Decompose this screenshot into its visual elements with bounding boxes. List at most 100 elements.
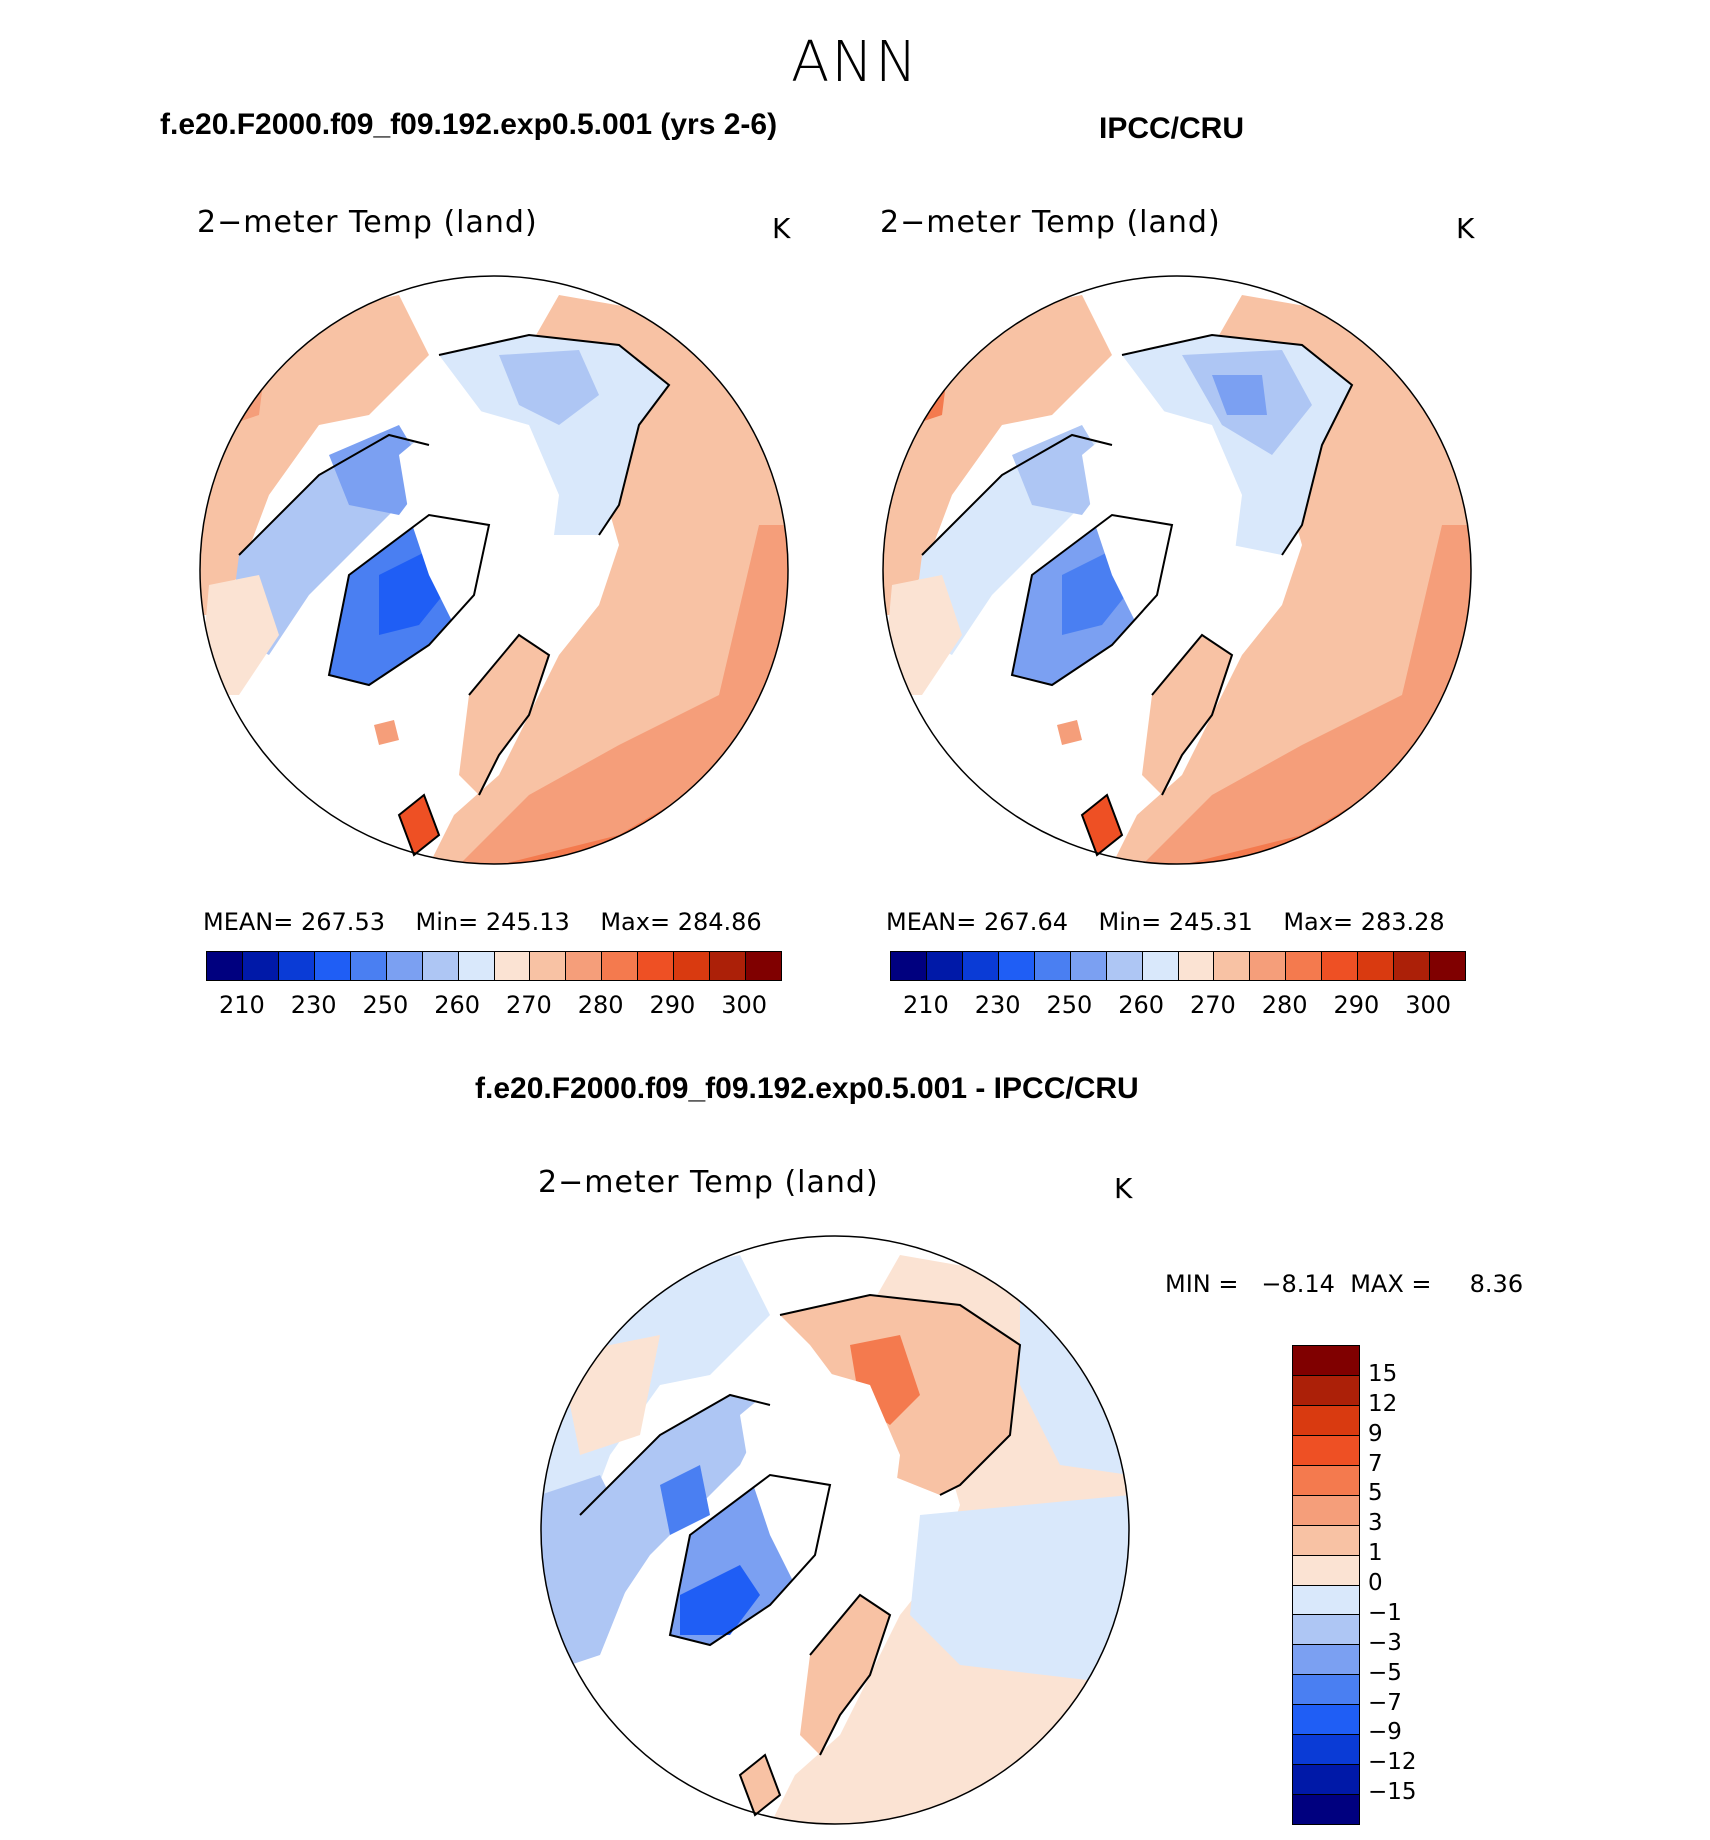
- figure-title: ANN: [790, 30, 920, 95]
- colorbar-swatch: [565, 952, 602, 980]
- colorbar-tick-label: 280: [577, 991, 624, 1019]
- colorbar-tick-label: −5: [1368, 1659, 1402, 1686]
- panel-3-units: K: [1114, 1172, 1133, 1205]
- colorbar-tick-label: 260: [1118, 991, 1165, 1019]
- panel-2-stats: MEAN= 267.64 Min= 245.31 Max= 283.28: [886, 908, 1445, 936]
- colorbar-swatch: [1293, 1644, 1359, 1675]
- colorbar-swatch: [745, 952, 781, 980]
- colorbar-swatch: [925, 952, 962, 980]
- colorbar-tick-label: −15: [1368, 1779, 1417, 1806]
- colorbar-swatch: [1177, 952, 1214, 980]
- panel-1-variable: 2−meter Temp (land): [197, 205, 538, 240]
- colorbar-swatch: [1293, 1434, 1359, 1465]
- colorbar-tick-label: −12: [1368, 1749, 1417, 1776]
- panel-2-colorbar-ticks: 210 230 250 260 270 280 290 300: [890, 991, 1464, 1021]
- panel-2-title: IPCC/CRU: [1099, 112, 1245, 145]
- colorbar-swatch: [709, 952, 746, 980]
- colorbar-swatch: [313, 952, 350, 980]
- colorbar-swatch: [961, 952, 998, 980]
- colorbar-swatch: [601, 952, 638, 980]
- panel-2-colorbar: [890, 951, 1466, 981]
- panel-1-colorbar: [206, 951, 782, 981]
- panel-1-stats: MEAN= 267.53 Min= 245.13 Max= 284.86: [203, 908, 762, 936]
- colorbar-swatch: [529, 952, 566, 980]
- colorbar-tick-label: −9: [1368, 1719, 1402, 1746]
- colorbar-tick-label: 5: [1368, 1480, 1383, 1507]
- colorbar-swatch: [637, 952, 674, 980]
- colorbar-swatch: [207, 952, 242, 980]
- panel-2-variable: 2−meter Temp (land): [880, 205, 1221, 240]
- panel-2-polar-map: [882, 275, 1472, 865]
- colorbar-tick-label: 210: [218, 991, 265, 1019]
- colorbar-swatch: [1293, 1346, 1359, 1375]
- colorbar-swatch: [891, 952, 926, 980]
- colorbar-tick-label: 15: [1368, 1360, 1398, 1387]
- colorbar-swatch: [1293, 1464, 1359, 1495]
- colorbar-swatch: [1293, 1404, 1359, 1435]
- colorbar-swatch: [1249, 952, 1286, 980]
- colorbar-tick-label: 12: [1368, 1390, 1398, 1417]
- colorbar-swatch: [1429, 952, 1465, 980]
- colorbar-swatch: [1321, 952, 1358, 980]
- colorbar-swatch: [673, 952, 710, 980]
- colorbar-swatch: [493, 952, 530, 980]
- colorbar-tick-label: 290: [1333, 991, 1380, 1019]
- colorbar-tick-label: 250: [362, 991, 409, 1019]
- colorbar-tick-label: 300: [721, 991, 768, 1019]
- colorbar-swatch: [1293, 1614, 1359, 1645]
- panel-3-colorbar-ticks: 15 12 9 7 5 3 1 0 −1 −3 −5 −7 −9 −12 −15: [1368, 1345, 1448, 1823]
- colorbar-tick-label: 290: [649, 991, 696, 1019]
- colorbar-tick-label: 9: [1368, 1420, 1383, 1447]
- panel-1-colorbar-ticks: 210 230 250 260 270 280 290 300: [206, 991, 780, 1021]
- colorbar-swatch: [1293, 1584, 1359, 1615]
- colorbar-swatch: [241, 952, 278, 980]
- colorbar-swatch: [1393, 952, 1430, 980]
- panel-1-polar-map: [199, 275, 789, 865]
- colorbar-tick-label: 3: [1368, 1510, 1383, 1537]
- colorbar-swatch: [1293, 1494, 1359, 1525]
- colorbar-tick-label: 230: [290, 991, 337, 1019]
- colorbar-swatch: [1293, 1734, 1359, 1765]
- colorbar-swatch: [1293, 1374, 1359, 1405]
- colorbar-tick-label: 210: [902, 991, 949, 1019]
- panel-3-stats: MIN = −8.14 MAX = 8.36: [1165, 1270, 1524, 1298]
- colorbar-swatch: [1293, 1764, 1359, 1795]
- colorbar-swatch: [1293, 1674, 1359, 1705]
- colorbar-swatch: [1105, 952, 1142, 980]
- colorbar-swatch: [457, 952, 494, 980]
- panel-1-units: K: [772, 212, 791, 245]
- colorbar-tick-label: −7: [1368, 1689, 1402, 1716]
- panel-3-polar-map: [540, 1235, 1130, 1825]
- colorbar-swatch: [1293, 1704, 1359, 1735]
- colorbar-swatch: [1293, 1554, 1359, 1585]
- panel-2-units: K: [1456, 212, 1475, 245]
- colorbar-tick-label: 0: [1368, 1570, 1383, 1596]
- panel-1-title: f.e20.F2000.f09_f09.192.exp0.5.001 (yrs …: [160, 108, 778, 141]
- panel-3-title: f.e20.F2000.f09_f09.192.exp0.5.001 - IPC…: [475, 1072, 1139, 1105]
- colorbar-swatch: [349, 952, 386, 980]
- colorbar-tick-label: 1: [1368, 1540, 1383, 1567]
- panel-3-colorbar: [1292, 1345, 1360, 1825]
- colorbar-tick-label: 270: [505, 991, 552, 1019]
- colorbar-swatch: [997, 952, 1034, 980]
- colorbar-tick-label: 250: [1046, 991, 1093, 1019]
- colorbar-swatch: [1213, 952, 1250, 980]
- colorbar-swatch: [385, 952, 422, 980]
- colorbar-swatch: [421, 952, 458, 980]
- colorbar-swatch: [277, 952, 314, 980]
- colorbar-swatch: [1033, 952, 1070, 980]
- colorbar-swatch: [1357, 952, 1394, 980]
- colorbar-tick-label: 270: [1189, 991, 1236, 1019]
- colorbar-tick-label: 230: [974, 991, 1021, 1019]
- colorbar-tick-label: −1: [1368, 1599, 1402, 1626]
- colorbar-tick-label: 280: [1261, 991, 1308, 1019]
- colorbar-swatch: [1285, 952, 1322, 980]
- colorbar-swatch: [1293, 1794, 1359, 1824]
- colorbar-tick-label: 300: [1405, 991, 1452, 1019]
- colorbar-tick-label: −3: [1368, 1629, 1402, 1656]
- colorbar-swatch: [1293, 1524, 1359, 1555]
- panel-3-variable: 2−meter Temp (land): [538, 1165, 879, 1200]
- colorbar-swatch: [1069, 952, 1106, 980]
- colorbar-tick-label: 7: [1368, 1450, 1383, 1477]
- colorbar-swatch: [1141, 952, 1178, 980]
